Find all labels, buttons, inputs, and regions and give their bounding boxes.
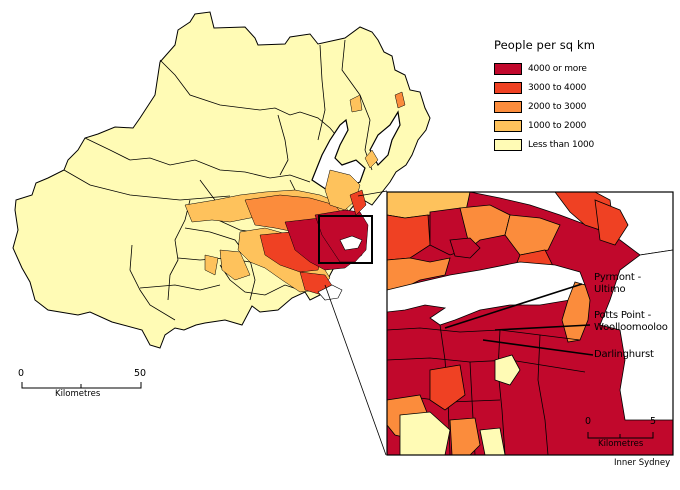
main-scale-unit: Kilometres — [55, 389, 101, 399]
legend-label: 3000 to 4000 — [528, 82, 587, 93]
leader-darlinghurst — [482, 339, 594, 356]
main-scale-end: 50 — [134, 368, 147, 379]
label-line: Ultimo — [594, 284, 626, 295]
legend-title: People per sq km — [494, 38, 596, 52]
inset-connector-bottom — [324, 284, 387, 456]
legend-swatch — [494, 138, 522, 151]
legend-item-1000-2000: 1000 to 2000 — [494, 116, 674, 135]
inset-connector-top — [357, 190, 388, 197]
label-line: Pyrmont - — [594, 272, 641, 283]
inset-scale-end: 5 — [650, 416, 657, 427]
legend-item-3000-4000: 3000 to 4000 — [494, 78, 674, 97]
label-line: Woolloomooloo — [594, 322, 668, 333]
legend-swatch — [494, 81, 522, 94]
legend-swatch — [494, 62, 522, 75]
main-scale-bar — [21, 382, 142, 389]
label-darlinghurst: Darlinghurst — [594, 349, 654, 361]
main-scale-start: 0 — [18, 368, 25, 379]
main-map-region-low-density — [12, 11, 431, 349]
label-line: Potts Point - — [594, 310, 652, 321]
legend-item-2000-3000: 2000 to 3000 — [494, 97, 674, 116]
legend-swatch — [494, 119, 522, 132]
leader-potts-point — [494, 324, 591, 331]
legend-label: 1000 to 2000 — [528, 120, 587, 131]
inset-caption: Inner Sydney — [614, 458, 671, 468]
legend-item-less-1000: Less than 1000 — [494, 135, 674, 154]
inset-border — [386, 191, 674, 456]
inset-extent-rectangle — [318, 215, 373, 264]
inset-scale-start: 0 — [585, 416, 592, 427]
main-map-botany-bay — [317, 284, 343, 301]
legend: People per sq km 4000 or more 3000 to 40… — [494, 38, 674, 154]
main-map-harbour — [339, 235, 363, 251]
legend-label: 2000 to 3000 — [528, 101, 587, 112]
inset-map — [386, 191, 674, 456]
inset-scale-unit: Kilometres — [598, 439, 644, 449]
leader-pyrmont-ultimo — [444, 283, 583, 329]
label-line: Darlinghurst — [594, 349, 654, 360]
legend-label: 4000 or more — [528, 63, 587, 74]
legend-label: Less than 1000 — [528, 139, 595, 150]
legend-swatch — [494, 100, 522, 113]
main-map-urban-density — [184, 91, 406, 296]
label-potts-point-woolloomooloo: Potts Point - Woolloomooloo — [594, 310, 668, 334]
inset-scale-bar — [587, 432, 654, 439]
legend-item-4000-plus: 4000 or more — [494, 59, 674, 78]
label-pyrmont-ultimo: Pyrmont - Ultimo — [594, 272, 641, 296]
